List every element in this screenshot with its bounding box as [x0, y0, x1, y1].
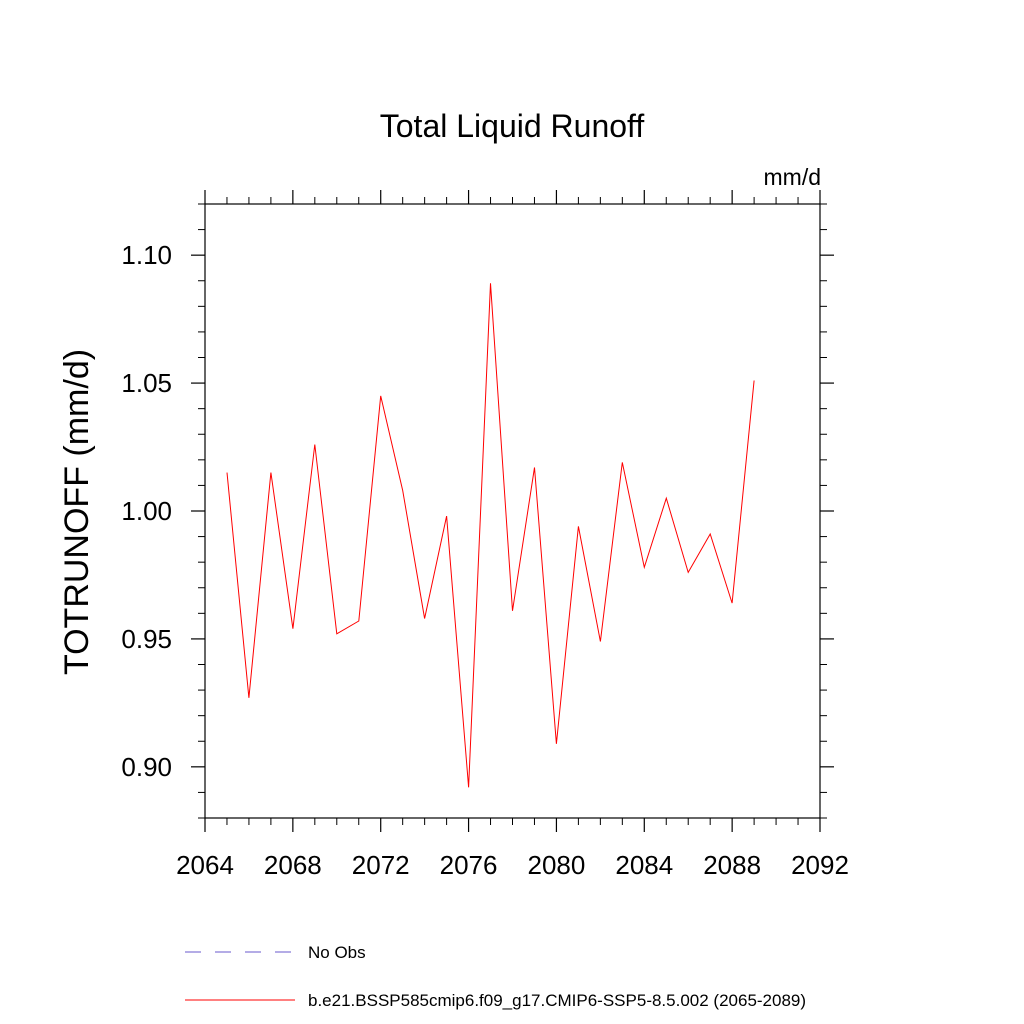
y-tick-label: 0.95 [121, 624, 172, 654]
axis-ticks [191, 190, 834, 832]
plot-frame [204, 203, 821, 819]
legend-label: b.e21.BSSP585cmip6.f09_g17.CMIP6-SSP5-8.… [308, 991, 806, 1010]
y-tick-label: 1.05 [121, 368, 172, 398]
legend: No Obs b.e21.BSSP585cmip6.f09_g17.CMIP6-S… [185, 943, 806, 1010]
x-tick-label: 2076 [440, 850, 498, 880]
series-line-0 [226, 283, 755, 788]
chart-title: Total Liquid Runoff [380, 108, 645, 144]
y-tick-label: 1.10 [121, 240, 172, 270]
x-tick-label: 2092 [791, 850, 849, 880]
x-tick-label: 2072 [352, 850, 410, 880]
axis-tick-labels: 2064 2068 2072 2076 2080 2084 2088 2092 0.90 0.95… [121, 240, 849, 880]
x-tick-label: 2080 [528, 850, 586, 880]
units-label: mm/d [764, 164, 822, 190]
x-tick-label: 2088 [703, 850, 761, 880]
x-tick-label: 2084 [615, 850, 673, 880]
y-tick-label: 0.90 [121, 752, 172, 782]
y-axis-label: TOTRUNOFF (mm/d) [58, 349, 96, 675]
x-tick-label: 2064 [176, 850, 234, 880]
y-tick-label: 1.00 [121, 496, 172, 526]
x-tick-label: 2068 [264, 850, 322, 880]
series-layer [226, 283, 755, 788]
legend-label: No Obs [308, 943, 366, 962]
